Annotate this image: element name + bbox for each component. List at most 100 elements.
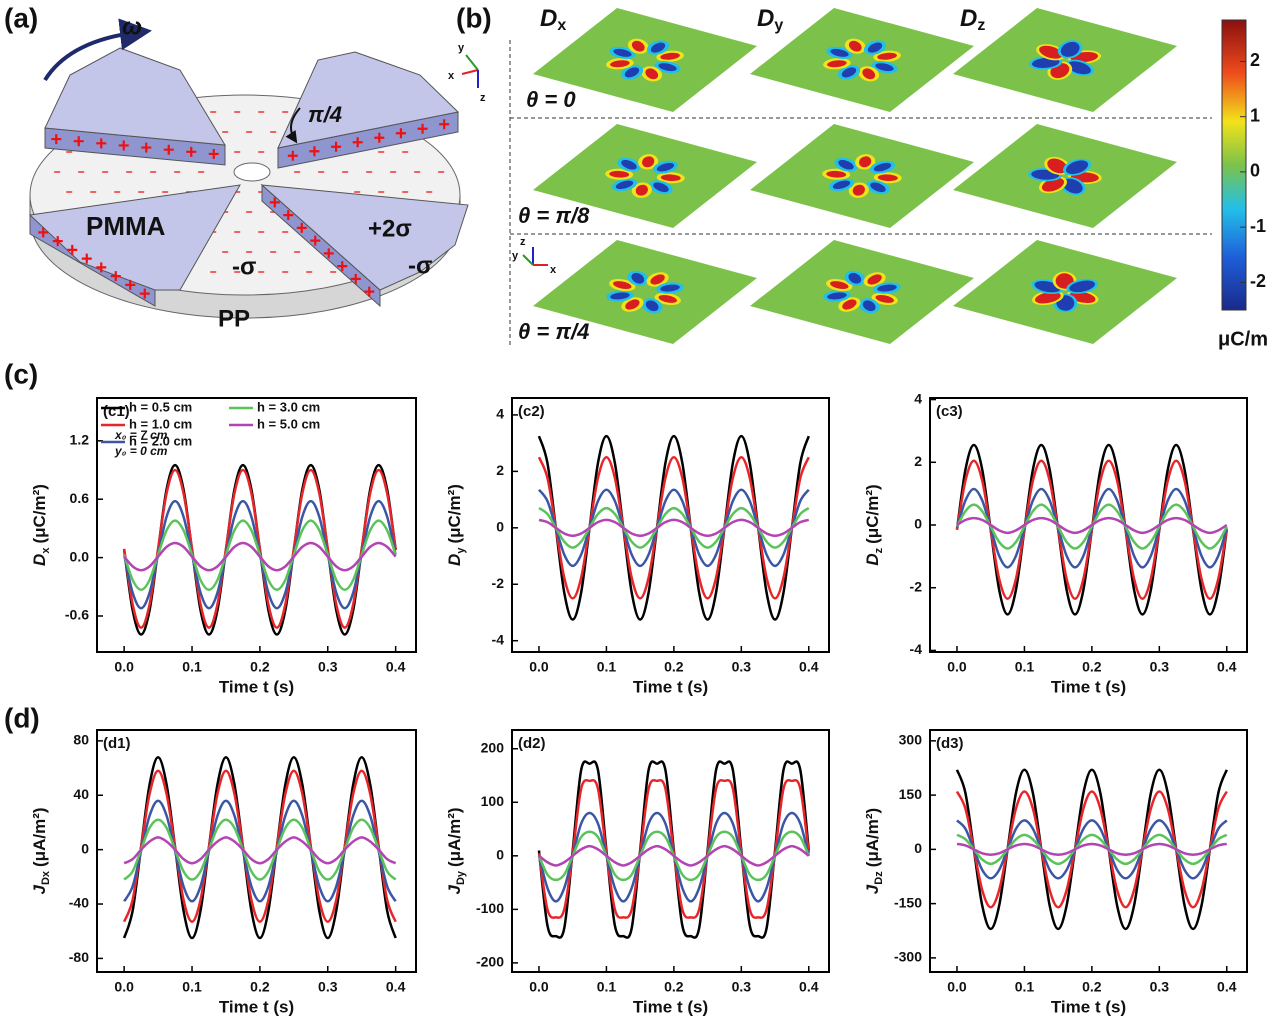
plus-mark: [52, 236, 63, 247]
y-axis-symbol: D: [30, 554, 49, 566]
column-symbol: D: [960, 5, 977, 32]
y-axis-unit: (μA/m²): [445, 807, 464, 867]
x-axis-label: Time t (s): [633, 997, 708, 1016]
field-lobe: [867, 274, 882, 285]
plot-frame: [96, 397, 417, 653]
column-subscript: x: [557, 17, 566, 34]
field-lobe: [631, 272, 645, 284]
plus-mark: [283, 210, 294, 221]
legend-label: h = 1.0 cm: [129, 416, 192, 431]
y-tick-label: -40: [69, 895, 89, 911]
center-hole: [233, 162, 271, 182]
field-lobe: [877, 174, 898, 182]
field-lobe: [827, 292, 847, 300]
y-axis-label: JDx (μA/m²): [30, 807, 51, 894]
plus-mark: [38, 227, 49, 238]
field-pattern: [1031, 271, 1099, 313]
y-tick-label: 4: [914, 390, 922, 406]
field-lobe: [1069, 280, 1096, 293]
y-tick-label: 4: [496, 406, 504, 422]
field-lobe: [1031, 57, 1060, 69]
y-tick-label: 0: [81, 840, 89, 856]
y-tick-label: 2: [914, 453, 922, 469]
y-tick-label: 300: [899, 732, 923, 748]
plus-mark: [352, 137, 363, 148]
chart-label: (c3): [936, 403, 963, 420]
plus-mark: [337, 261, 348, 272]
field-lobe: [862, 300, 876, 312]
slab-top: [260, 184, 469, 291]
x-tick-label: 0.2: [1082, 659, 1102, 675]
column-subscript: y: [774, 17, 783, 34]
plus-mark: [96, 262, 107, 273]
field-lobe: [1039, 45, 1063, 59]
y-axis-symbol: J: [30, 885, 49, 895]
field-lobe: [841, 67, 857, 78]
x-tick-label: 0.2: [664, 659, 684, 675]
field-lobe: [613, 48, 632, 57]
y-axis-unit: (μA/m²): [863, 808, 882, 868]
plus-mark: [73, 136, 84, 147]
x-tick-label: 0.0: [114, 979, 134, 995]
y-tick-label: 40: [73, 786, 89, 802]
x-axis-label: Time t (s): [633, 677, 708, 696]
field-plane: [533, 8, 757, 112]
y-tick-label: 0.6: [70, 490, 90, 506]
axis-line: [465, 54, 479, 71]
field-plane: [750, 8, 974, 112]
chart-label: (c2): [518, 403, 545, 420]
y-axis-symbol: D: [863, 553, 882, 565]
field-lobe: [1041, 177, 1065, 192]
colorbar-tick-label: -2: [1250, 271, 1266, 291]
y-tick-label: 200: [481, 739, 505, 755]
charge-label: -σ: [232, 253, 256, 280]
field-lobe: [873, 162, 892, 172]
plus-mark: [439, 119, 450, 130]
y-tick-label: -80: [69, 949, 89, 965]
y-tick-label: -2: [910, 578, 923, 594]
series-line: [956, 819, 1228, 880]
field-pattern: [606, 38, 684, 82]
plus-mark: [141, 142, 152, 153]
x-tick-label: 0.3: [318, 979, 338, 995]
column-subscript: z: [977, 17, 985, 34]
x-tick-label: 0.4: [1217, 979, 1237, 995]
field-maps: (b) θ = 0 θ = π/8 θ = π/4 z y x μC/m² Dx…: [456, 2, 1267, 350]
plus-mark: [323, 248, 334, 259]
y-tick-label: 0: [914, 516, 922, 532]
field-lobe: [653, 182, 669, 193]
x-tick-label: 0.3: [1150, 979, 1170, 995]
field-lobe: [658, 295, 677, 303]
field-lobe: [1062, 178, 1083, 194]
field-lobe: [838, 159, 854, 170]
rotation-arrow: [43, 18, 152, 82]
y-tick-label: 100: [481, 793, 505, 809]
field-lobe: [1067, 61, 1091, 75]
field-lobe: [842, 299, 857, 310]
field-lobe: [848, 40, 862, 52]
plus-mark: [310, 235, 321, 246]
plus-mark: [269, 197, 280, 208]
plus-mark: [125, 279, 136, 290]
y-tick-label: 0.0: [70, 548, 90, 564]
y-axis-subscript: y: [455, 547, 467, 554]
plot-frame: [929, 729, 1248, 973]
colorbar: [1221, 19, 1247, 311]
chart-label: (d3): [936, 735, 964, 752]
x-tick-label: 0.1: [597, 979, 617, 995]
field-lobe: [615, 180, 634, 190]
plus-mark: [350, 273, 361, 284]
y-axis-symbol: D: [445, 554, 464, 566]
x-axis-label: Time t (s): [219, 677, 294, 696]
legend-label: h = 5.0 cm: [257, 416, 320, 431]
field-lobe: [609, 170, 630, 178]
omega-label: ω: [122, 13, 142, 40]
axis-label: x: [550, 264, 557, 276]
field-lobe: [862, 68, 876, 80]
field-plane: [953, 8, 1177, 112]
row-label: θ = 0: [526, 87, 576, 112]
series-line: [123, 836, 397, 865]
line-chart: 0.0 0.1 0.2 0.3 0.4 -0.6 0.0 0.6 1.2 (c1) Time t (…: [30, 397, 417, 696]
y-tick-label: 0: [496, 519, 504, 535]
field-lobe: [870, 182, 886, 193]
